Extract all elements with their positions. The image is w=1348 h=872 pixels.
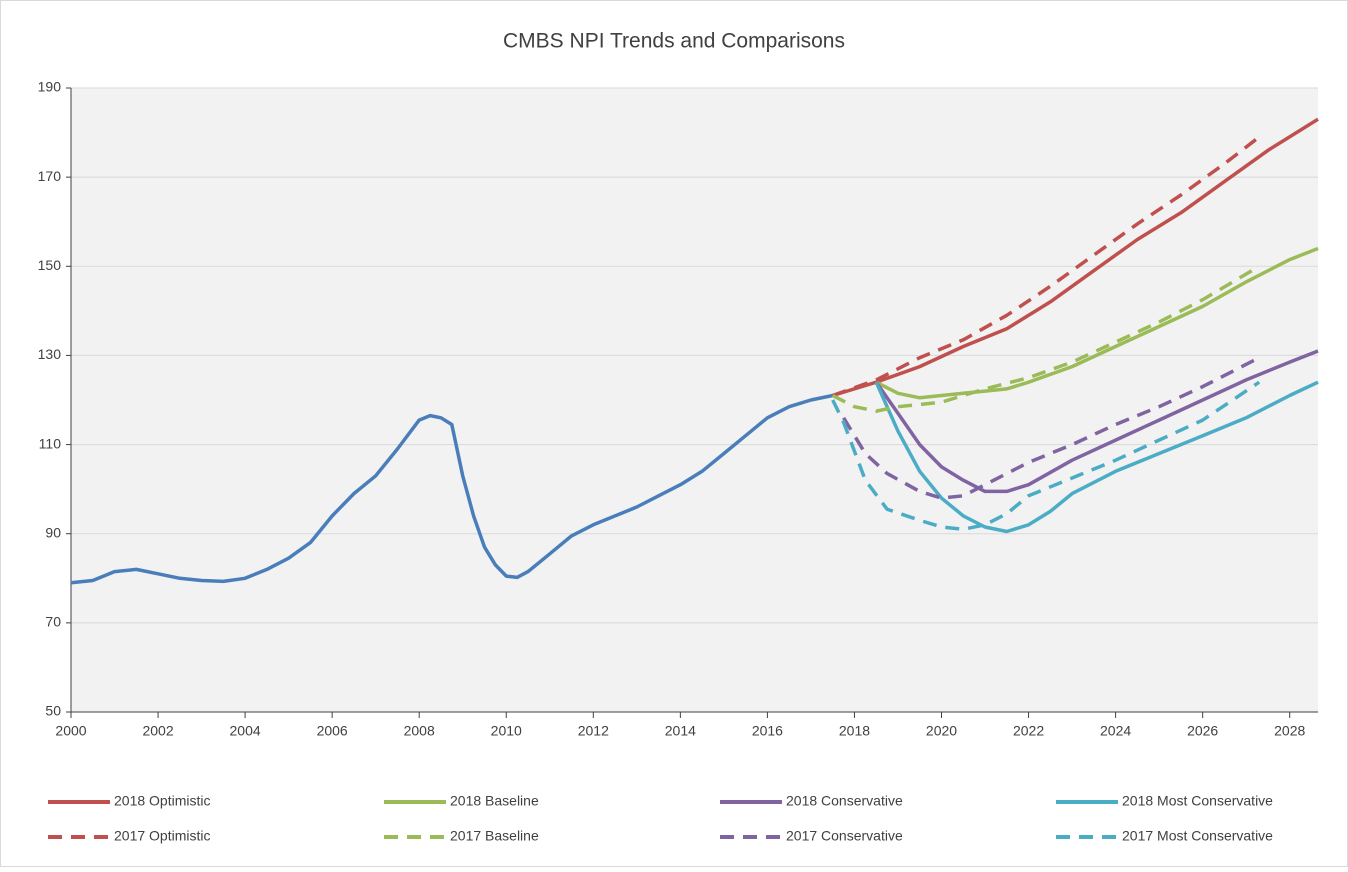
legend-label: 2018 Most Conservative	[1122, 793, 1273, 809]
y-tick-label: 130	[38, 346, 62, 362]
x-tick-label: 2018	[839, 723, 870, 739]
y-tick-label: 150	[38, 257, 62, 273]
series-line	[831, 380, 1261, 532]
x-tick-label: 2022	[1013, 723, 1044, 739]
x-tick-label: 2010	[491, 723, 522, 739]
x-tick-label: 2002	[142, 723, 173, 739]
plot-area	[71, 88, 1318, 712]
x-tick-label: 2024	[1100, 723, 1131, 739]
y-tick-label: 110	[39, 435, 62, 451]
chart-title: CMBS NPI Trends and Comparisons	[503, 30, 845, 53]
series-line	[831, 264, 1261, 413]
series-line	[842, 358, 1256, 500]
y-tick-label: 190	[38, 79, 62, 95]
legend-label: 2018 Conservative	[786, 793, 903, 809]
x-tick-label: 2006	[317, 723, 348, 739]
x-tick-label: 2012	[578, 723, 609, 739]
series-line	[874, 349, 1319, 494]
series-line	[875, 246, 1319, 400]
series-line	[70, 393, 834, 585]
x-tick-label: 2000	[55, 723, 86, 739]
legend-label: 2017 Baseline	[450, 828, 539, 844]
series-line	[832, 135, 1261, 398]
legend-label: 2017 Optimistic	[114, 828, 210, 844]
legend-label: 2018 Baseline	[450, 793, 539, 809]
x-tick-label: 2020	[926, 723, 957, 739]
y-tick-label: 90	[45, 524, 61, 540]
series-line	[832, 117, 1319, 398]
x-tick-label: 2008	[404, 723, 435, 739]
legend-label: 2017 Most Conservative	[1122, 828, 1273, 844]
y-tick-label: 70	[45, 614, 61, 630]
legend-label: 2018 Optimistic	[114, 793, 210, 809]
x-tick-label: 2026	[1187, 723, 1218, 739]
y-tick-label: 170	[38, 168, 62, 184]
y-tick-label: 50	[45, 703, 61, 719]
x-tick-label: 2028	[1274, 723, 1305, 739]
x-tick-label: 2004	[230, 723, 261, 739]
x-tick-label: 2016	[752, 723, 783, 739]
series-line	[874, 380, 1319, 534]
legend-label: 2017 Conservative	[786, 828, 903, 844]
x-tick-label: 2014	[665, 723, 696, 739]
